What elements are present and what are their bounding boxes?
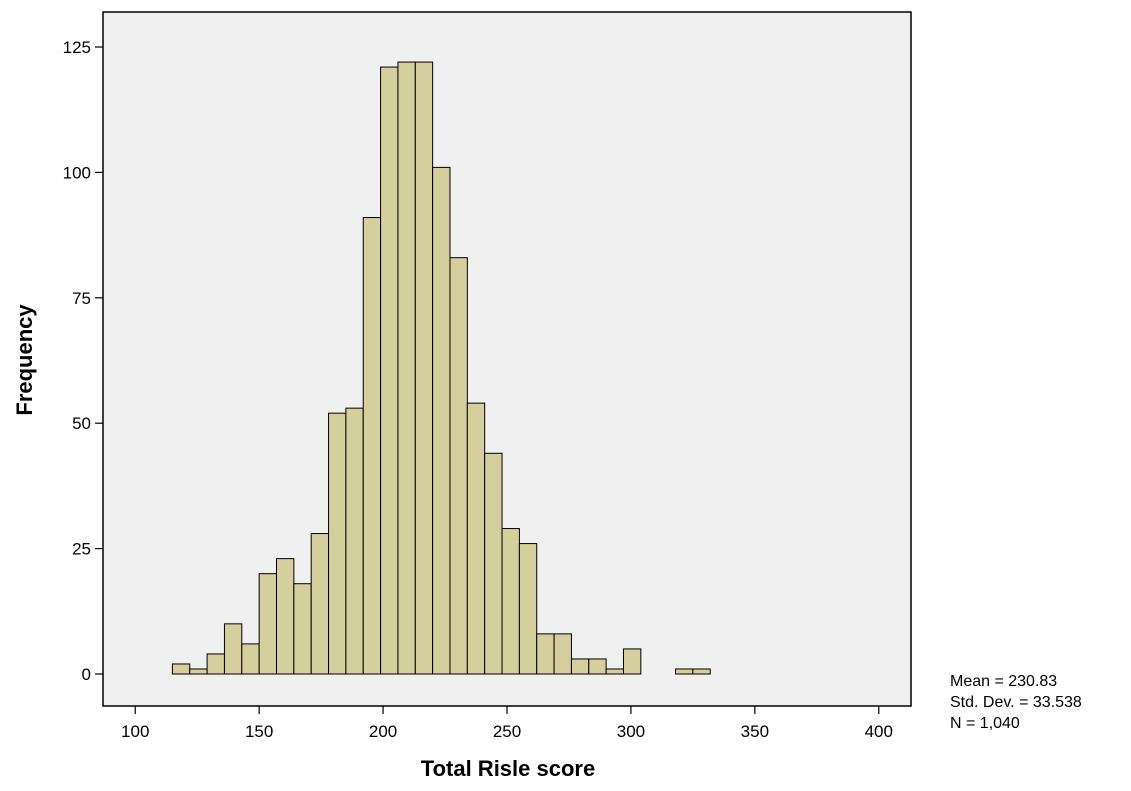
histogram-bar <box>466 402 486 675</box>
histogram-bar <box>310 533 330 675</box>
histogram-bar <box>258 573 277 675</box>
histogram-bar <box>501 528 520 675</box>
histogram-bar <box>588 658 607 675</box>
x-axis-title: Total Risle score <box>421 756 595 781</box>
histogram-bar <box>206 653 225 675</box>
histogram-bar <box>397 61 416 675</box>
histogram-bar <box>692 668 711 675</box>
histogram-bar <box>622 648 642 675</box>
x-axis: 100 150 200 250 300 350 400 <box>121 706 893 741</box>
x-tick-label: 200 <box>369 722 397 741</box>
y-tick-label: 125 <box>63 38 91 57</box>
x-tick-label: 400 <box>865 722 893 741</box>
histogram-bar <box>171 663 191 675</box>
histogram-bar <box>275 558 295 675</box>
x-tick-label: 250 <box>493 722 521 741</box>
x-tick-label: 100 <box>121 722 149 741</box>
y-tick-label: 25 <box>72 540 91 559</box>
histogram-bar <box>570 658 590 675</box>
stats-std-dev: Std. Dev. = 33.538 <box>950 694 1082 711</box>
stats-n: N = 1,040 <box>950 715 1020 732</box>
histogram-bar <box>293 583 312 675</box>
histogram-bar <box>518 543 538 675</box>
histogram-bar <box>449 257 468 675</box>
y-tick-label: 100 <box>63 163 91 182</box>
bars-group <box>171 61 711 675</box>
histogram-bar <box>345 407 364 675</box>
y-tick-label: 0 <box>82 665 91 684</box>
x-tick-label: 150 <box>245 722 273 741</box>
histogram-bar <box>328 412 347 675</box>
x-tick-label: 350 <box>741 722 769 741</box>
histogram-bar <box>675 668 694 675</box>
histogram-bar <box>605 668 624 675</box>
histogram-bar <box>189 668 208 675</box>
histogram-bar <box>536 633 555 675</box>
histogram-bar <box>362 217 382 675</box>
histogram-bar <box>484 452 503 675</box>
y-tick-label: 75 <box>72 289 91 308</box>
y-axis: 0 25 50 75 100 125 <box>63 38 103 684</box>
x-tick-label: 300 <box>617 722 645 741</box>
stats-mean: Mean = 230.83 <box>950 673 1057 690</box>
histogram-bar <box>432 166 451 675</box>
histogram-bar <box>223 623 243 675</box>
histogram-bar <box>241 643 260 675</box>
histogram-bar <box>414 61 434 675</box>
y-tick-label: 50 <box>72 414 91 433</box>
y-axis-title: Frequency <box>12 304 37 416</box>
histogram-bar <box>553 633 572 675</box>
histogram-bar <box>380 66 399 675</box>
